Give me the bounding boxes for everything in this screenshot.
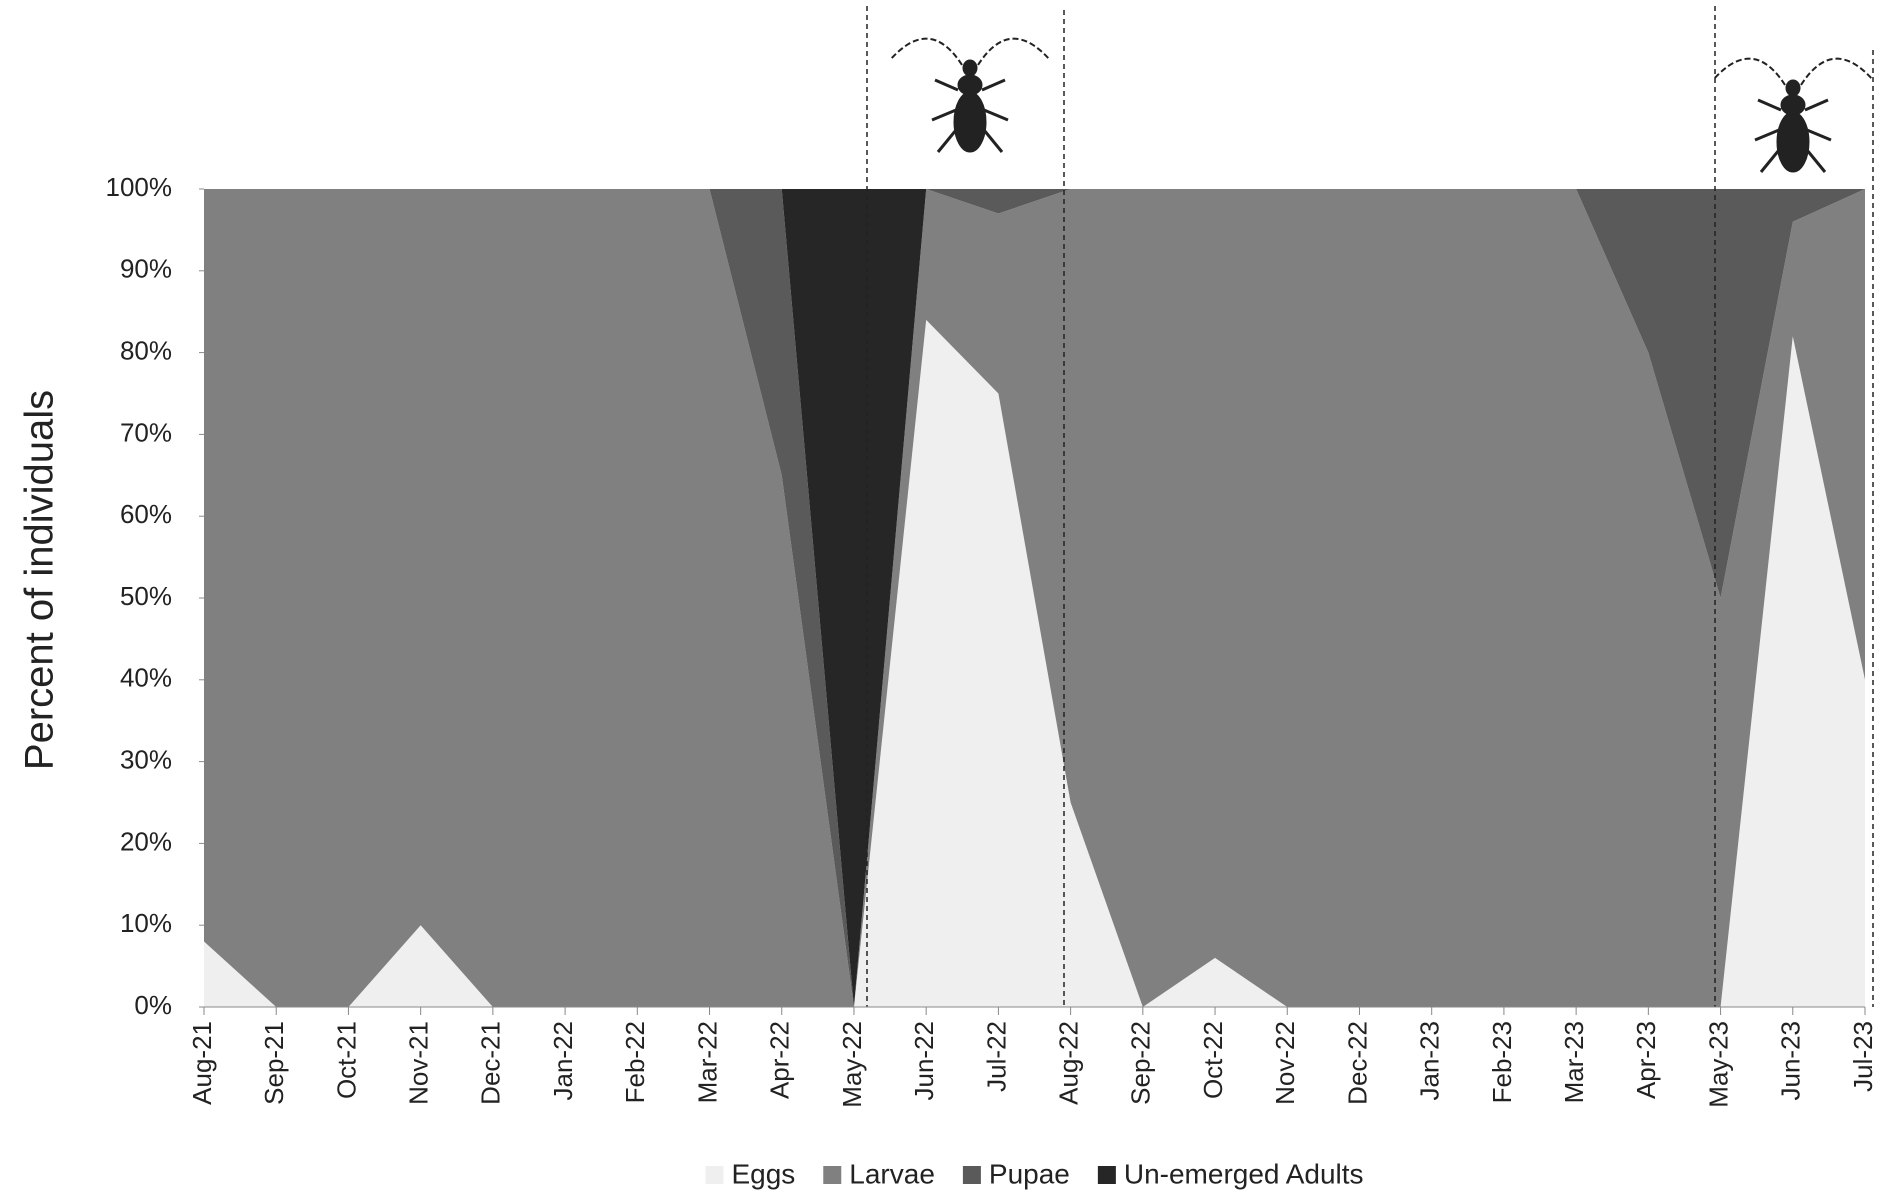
y-tick-label: 40% <box>120 663 172 693</box>
legend-label: Pupae <box>989 1158 1070 1189</box>
area <box>204 189 1865 1007</box>
x-tick-label: Jul-22 <box>981 1021 1011 1092</box>
y-tick-label: 60% <box>120 499 172 529</box>
x-tick-label: Jul-23 <box>1848 1021 1878 1092</box>
x-tick-label: Feb-23 <box>1487 1021 1517 1103</box>
x-tick-label: Nov-22 <box>1270 1021 1300 1105</box>
y-tick-label: 50% <box>120 581 172 611</box>
period-markers <box>866 6 1874 1007</box>
x-tick-label: Mar-22 <box>692 1021 722 1103</box>
x-tick-label: Oct-21 <box>331 1021 361 1099</box>
y-tick-label: 100% <box>106 172 173 202</box>
x-tick-label: Dec-21 <box>476 1021 506 1105</box>
legend-swatch <box>705 1166 724 1184</box>
y-tick-label: 0% <box>134 990 172 1020</box>
x-tick-label: Jun-22 <box>909 1021 939 1101</box>
x-tick-label: May-23 <box>1703 1021 1733 1108</box>
legend-label: Un-emerged Adults <box>1124 1158 1364 1189</box>
x-tick-label: Sep-21 <box>259 1021 289 1105</box>
area <box>204 189 1865 1007</box>
y-axis-label: Percent of individuals <box>18 390 62 770</box>
x-tick-label: Mar-23 <box>1559 1021 1589 1103</box>
beetle-icon <box>1712 57 1874 173</box>
plot-area <box>204 189 1865 1007</box>
x-tick-label: Aug-22 <box>1053 1021 1083 1105</box>
y-tick-label: 80% <box>120 335 172 365</box>
x-tick-label: Jan-22 <box>548 1021 578 1101</box>
y-tick-label: 10% <box>120 908 172 938</box>
legend-swatch <box>823 1166 842 1184</box>
x-tick-label: Apr-23 <box>1631 1021 1661 1099</box>
x-tick-label: Aug-21 <box>187 1021 217 1105</box>
x-tick-label: Jun-23 <box>1776 1021 1806 1101</box>
legend: Eggs Larvae Pupae Un-emerged Adults <box>705 1158 1364 1189</box>
y-tick-label: 20% <box>120 826 172 856</box>
legend-swatch <box>962 1166 981 1184</box>
legend-label: Eggs <box>731 1158 795 1189</box>
x-tick-label: Sep-22 <box>1126 1021 1156 1105</box>
x-tick-label: Jan-23 <box>1415 1021 1445 1101</box>
legend-label: Larvae <box>849 1158 935 1189</box>
x-tick-label: Nov-21 <box>404 1021 434 1105</box>
beetle-icon <box>889 37 1051 153</box>
x-tick-label: Apr-22 <box>765 1021 795 1099</box>
x-tick-label: May-22 <box>837 1021 867 1108</box>
legend-swatch <box>1097 1166 1116 1184</box>
y-tick-label: 30% <box>120 744 172 774</box>
y-tick-label: 90% <box>120 254 172 284</box>
x-tick-label: Feb-22 <box>620 1021 650 1103</box>
x-tick-label: Dec-22 <box>1342 1021 1372 1105</box>
x-tick-label: Oct-22 <box>1198 1021 1228 1099</box>
area <box>204 319 1865 1007</box>
y-tick-label: 70% <box>120 417 172 447</box>
